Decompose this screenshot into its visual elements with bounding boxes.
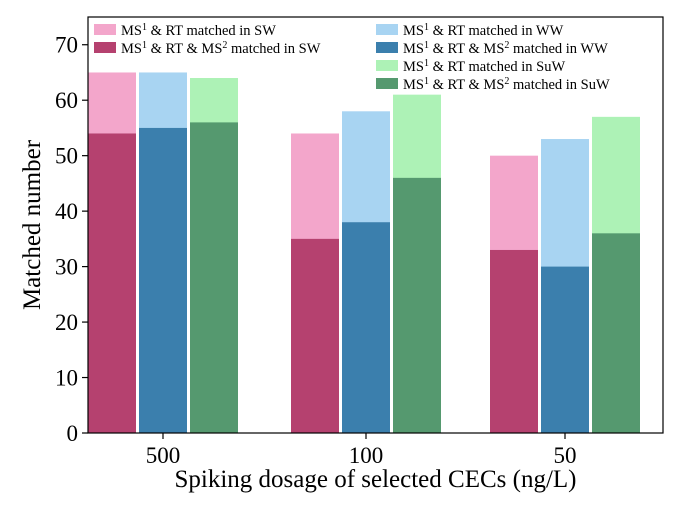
x-axis-label: Spiking dosage of selected CECs (ng/L) (174, 466, 576, 493)
bar-suw-ms2-50 (592, 233, 640, 433)
y-tick-label-10: 10 (55, 366, 78, 391)
legend-label-sw-ms2: MS1 & RT & MS2 matched in SW (121, 40, 321, 57)
plot-frame (87, 16, 664, 434)
y-tick-label-0: 0 (67, 421, 79, 446)
bar-ww-ms2-50 (541, 266, 589, 433)
legend-swatch-ww-rt (376, 24, 398, 35)
x-tick-label-100: 100 (349, 443, 384, 468)
legend-swatch-suw-rt (376, 60, 398, 71)
legend-swatch-sw-ms2 (94, 42, 116, 53)
bar-ww-ms2-100 (342, 222, 390, 433)
x-tick-label-50: 50 (554, 443, 577, 468)
legend-label-ww-rt: MS1 & RT matched in WW (403, 22, 564, 39)
legend-swatch-suw-ms2 (376, 78, 398, 89)
legend-label-ww-ms2: MS1 & RT & MS2 matched in WW (403, 40, 608, 57)
bar-suw-ms2-500 (190, 122, 238, 434)
y-tick-label-30: 30 (55, 255, 78, 280)
bar-sw-ms2-50 (490, 249, 538, 433)
y-tick-label-50: 50 (55, 144, 78, 169)
y-tick-label-20: 20 (55, 310, 78, 335)
legend-label-suw-ms2: MS1 & RT & MS2 matched in SuW (403, 76, 610, 93)
legend-label-sw-rt: MS1 & RT matched in SW (121, 22, 276, 39)
legend-swatch-sw-rt (94, 24, 116, 35)
bar-suw-ms2-100 (393, 177, 441, 433)
bar-sw-ms2-500 (88, 133, 136, 434)
legend-label-suw-rt: MS1 & RT matched in SuW (403, 58, 565, 75)
y-axis-label: Matched number (19, 139, 46, 310)
bars-layer (88, 72, 640, 434)
y-tick-label-40: 40 (55, 199, 78, 224)
y-tick-label-70: 70 (55, 33, 78, 58)
bar-ww-ms2-500 (139, 127, 187, 433)
legend-swatch-ww-ms2 (376, 42, 398, 53)
bar-sw-ms2-100 (291, 238, 339, 433)
y-tick-label-60: 60 (55, 88, 78, 113)
x-tick-label-500: 500 (146, 443, 181, 468)
